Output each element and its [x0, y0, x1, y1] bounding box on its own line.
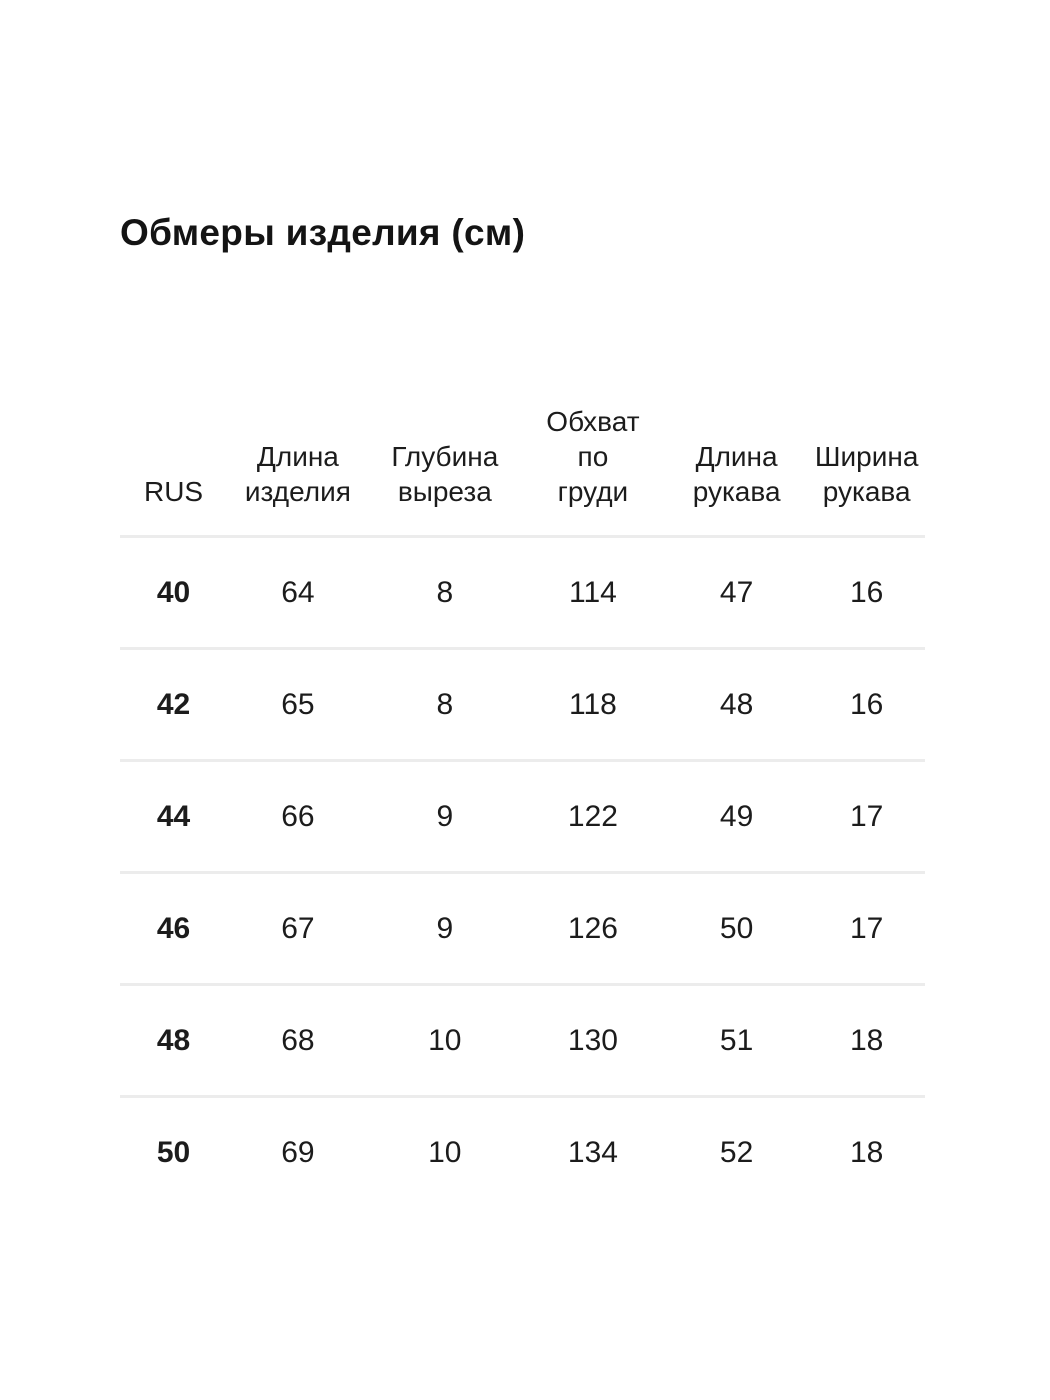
table-cell: 65 — [227, 648, 369, 762]
column-header-rus: RUS — [120, 404, 228, 538]
table-cell: 48 — [664, 648, 809, 762]
table-cell: 50 — [664, 872, 809, 986]
table-cell: 8 — [368, 648, 521, 762]
table-cell: 52 — [719, 1135, 754, 1169]
table-header-row: RUS Длина изделия Глубина выреза Обхват … — [120, 404, 925, 538]
table-cell: 10 — [368, 984, 521, 1098]
size-cell: 42 — [120, 648, 228, 762]
size-cell: 40 — [120, 536, 228, 650]
table-cell: 17 — [808, 760, 925, 874]
page-title: Обмеры изделия (см) — [120, 212, 526, 253]
table-cell: 69 — [281, 1135, 315, 1169]
table-cell: 64 — [227, 536, 369, 650]
table-cell: 16 — [808, 648, 925, 762]
table-cell: 118 — [520, 648, 665, 762]
table-row: 42 65 8 118 48 16 — [120, 648, 925, 762]
table-cell: 130 — [520, 984, 665, 1098]
table-cell: 17 — [808, 872, 925, 986]
table-cell: 122 — [520, 760, 665, 874]
table-cell: 67 — [227, 872, 369, 986]
table-cell: 8 — [368, 536, 521, 650]
table-cell: 18 — [849, 1135, 884, 1169]
table-cell: 47 — [664, 536, 809, 650]
table-cell: 66 — [227, 760, 369, 874]
size-cell: 50 — [156, 1135, 191, 1169]
table-cell: 10 — [428, 1135, 462, 1169]
column-header-product-length: Длина изделия — [227, 404, 369, 538]
table-row: 48 68 10 130 51 18 — [120, 984, 925, 1098]
table-row: 40 64 8 114 47 16 — [120, 536, 925, 650]
size-table: RUS Длина изделия Глубина выреза Обхват … — [120, 404, 925, 1207]
column-header-neckline-depth: Глубина выреза — [368, 404, 521, 538]
column-header-chest-girth: Обхват по груди — [520, 404, 665, 538]
size-cell: 48 — [120, 984, 228, 1098]
table-cell: 16 — [808, 536, 925, 650]
size-cell: 46 — [120, 872, 228, 986]
size-chart-section: Обмеры изделия (см) RUS Длина изделия Гл… — [120, 212, 925, 1207]
table-cell: 114 — [520, 536, 665, 650]
table-cell: 126 — [520, 872, 665, 986]
table-row: 50 69 10 134 52 18 — [120, 1097, 925, 1208]
table-cell: 49 — [664, 760, 809, 874]
table-cell: 18 — [808, 984, 925, 1098]
table-cell: 51 — [664, 984, 809, 1098]
column-header-sleeve-width: Ширина рукава — [808, 404, 925, 538]
table-row: 44 66 9 122 49 17 — [120, 760, 925, 874]
table-cell: 9 — [368, 872, 521, 986]
table-row: 46 67 9 126 50 17 — [120, 872, 925, 986]
table-cell: 134 — [567, 1135, 618, 1169]
table-cell: 9 — [368, 760, 521, 874]
size-cell: 44 — [120, 760, 228, 874]
column-header-sleeve-length: Длина рукава — [664, 404, 809, 538]
table-cell: 68 — [227, 984, 369, 1098]
